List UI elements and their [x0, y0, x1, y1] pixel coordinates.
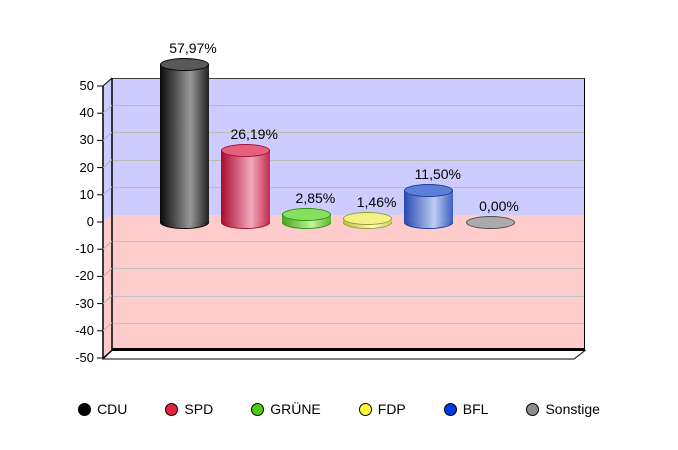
- cylinder-top: [404, 184, 454, 198]
- ytick-label-30: 30: [79, 132, 94, 148]
- ytick-label-10: 10: [79, 186, 94, 202]
- bottom-depth-edge: [102, 349, 113, 359]
- gridline-10: [113, 186, 584, 188]
- side-wall-gridline-stub: [102, 104, 113, 114]
- legend-label: GRÜNE: [270, 401, 321, 417]
- legend-color-dot: [78, 402, 92, 416]
- value-label-cdu: 57,97%: [169, 39, 217, 56]
- legend-label: SPD: [184, 401, 214, 417]
- cylinder-top: [343, 211, 393, 225]
- side-wall-gridline-stub: [102, 132, 113, 141]
- ytick-label--50: -50: [75, 350, 94, 365]
- side-wall-gridline-stub: [102, 268, 113, 277]
- value-label-spd: 26,19%: [230, 126, 278, 143]
- floor: [101, 350, 587, 360]
- legend-item-cdu: CDU: [78, 400, 127, 418]
- gridline-40: [113, 105, 584, 107]
- ytick-label-20: 20: [79, 159, 94, 175]
- legend-color-dot: [443, 402, 457, 416]
- legend: CDU SPD GRÜNE FDP BFL Sonstige: [0, 399, 678, 419]
- cylinder-top: [220, 144, 270, 158]
- cylinder-body: [220, 150, 270, 222]
- cylinder-top: [465, 215, 515, 229]
- gridline--20: [113, 268, 584, 270]
- side-wall-lower: [103, 214, 112, 358]
- legend-item-fdp: FDP: [358, 400, 406, 418]
- value-label-fdp: 1,46%: [356, 193, 397, 210]
- ytick-label-0: 0: [86, 214, 94, 229]
- gridline--10: [113, 241, 584, 243]
- gridline-20: [113, 159, 584, 161]
- legend-label: CDU: [97, 401, 128, 417]
- top-depth-edge: [102, 77, 113, 87]
- ytick-label--40: -40: [75, 322, 94, 338]
- legend-color-dot: [526, 402, 540, 416]
- cylinder-top: [281, 207, 331, 221]
- ytick-label-40: 40: [79, 105, 94, 121]
- side-wall-gridline-stub: [102, 322, 113, 332]
- legend-item-bfl: BFL: [443, 400, 489, 418]
- legend-color-dot: [358, 402, 372, 416]
- side-wall-gridline-stub: [102, 186, 113, 196]
- cylinder-body: [159, 64, 209, 222]
- cylinder-top: [159, 57, 209, 71]
- gridline--30: [113, 295, 584, 297]
- legend-color-dot: [165, 402, 179, 416]
- gridline--40: [113, 322, 584, 324]
- legend-color-dot: [251, 402, 265, 416]
- legend-label: BFL: [462, 401, 489, 417]
- value-label-sonstige: 0,00%: [479, 197, 519, 214]
- value-label-grüne: 2,85%: [295, 189, 336, 206]
- legend-label: FDP: [377, 401, 406, 417]
- value-label-bfl: 11,50%: [414, 166, 462, 183]
- legend-label: Sonstige: [545, 401, 600, 417]
- legend-item-spd: SPD: [165, 400, 213, 418]
- ytick-label--10: -10: [75, 241, 94, 257]
- ytick-label--30: -30: [75, 295, 94, 311]
- side-wall-gridline-stub: [102, 240, 113, 250]
- legend-item-grüne: GRÜNE: [251, 400, 321, 418]
- gridline-30: [113, 132, 584, 134]
- side-wall-gridline-stub: [102, 295, 113, 304]
- side-wall-gridline-stub: [102, 159, 113, 168]
- y-axis-ticks: [97, 85, 113, 359]
- ytick-label--20: -20: [75, 268, 94, 284]
- legend-item-sonstige: Sonstige: [526, 400, 600, 418]
- side-wall-upper: [103, 78, 112, 222]
- ytick-label-50: 50: [79, 78, 94, 93]
